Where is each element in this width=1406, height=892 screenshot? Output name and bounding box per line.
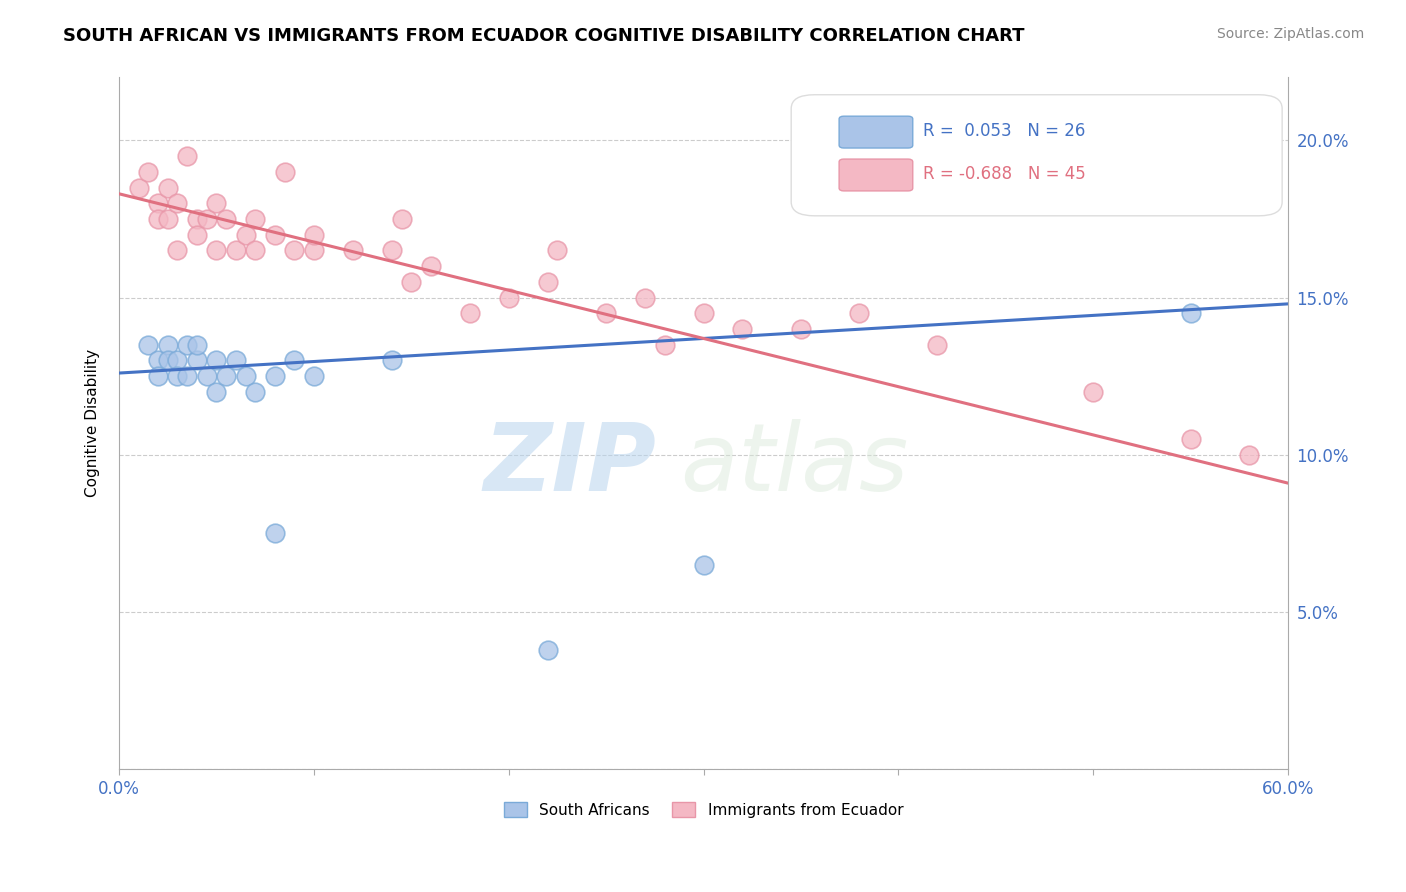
Point <box>225 353 247 368</box>
Point <box>391 211 413 226</box>
Point <box>654 337 676 351</box>
Point <box>225 244 247 258</box>
Point <box>458 306 481 320</box>
Point <box>166 369 188 384</box>
Point <box>264 369 287 384</box>
Point <box>176 369 198 384</box>
Point <box>245 384 267 399</box>
Point <box>419 259 441 273</box>
Point <box>156 353 179 368</box>
Point <box>205 384 228 399</box>
Point <box>205 244 228 258</box>
Point <box>195 369 218 384</box>
Text: Source: ZipAtlas.com: Source: ZipAtlas.com <box>1216 27 1364 41</box>
Point <box>146 353 169 368</box>
Point <box>302 227 325 242</box>
Text: R =  0.053   N = 26: R = 0.053 N = 26 <box>924 122 1085 140</box>
Point <box>235 369 257 384</box>
Point <box>156 337 179 351</box>
Point <box>245 244 267 258</box>
Point <box>1180 306 1202 320</box>
Point <box>136 337 159 351</box>
Point <box>381 244 404 258</box>
Point <box>537 275 560 289</box>
Point <box>235 227 257 242</box>
Point <box>146 211 169 226</box>
Point <box>537 642 560 657</box>
Point <box>381 353 404 368</box>
Point <box>186 353 208 368</box>
Point <box>342 244 364 258</box>
Legend: South Africans, Immigrants from Ecuador: South Africans, Immigrants from Ecuador <box>498 796 910 824</box>
Point <box>176 337 198 351</box>
Point <box>215 369 238 384</box>
FancyBboxPatch shape <box>839 116 912 148</box>
Point <box>273 165 295 179</box>
Point <box>205 353 228 368</box>
Point <box>264 526 287 541</box>
Point <box>302 369 325 384</box>
Point <box>166 196 188 211</box>
Point <box>128 180 150 194</box>
Point <box>1180 432 1202 446</box>
Point <box>264 227 287 242</box>
Point <box>283 353 305 368</box>
Point <box>848 306 870 320</box>
Point <box>186 337 208 351</box>
Point <box>205 196 228 211</box>
Point <box>927 337 949 351</box>
Point <box>176 149 198 163</box>
Point <box>401 275 423 289</box>
Text: R = -0.688   N = 45: R = -0.688 N = 45 <box>924 165 1085 183</box>
Point <box>692 306 714 320</box>
Point <box>156 211 179 226</box>
Point <box>790 322 813 336</box>
Y-axis label: Cognitive Disability: Cognitive Disability <box>86 350 100 498</box>
Point <box>634 291 657 305</box>
Point <box>146 369 169 384</box>
Point <box>1237 448 1260 462</box>
Point <box>186 211 208 226</box>
Point <box>186 227 208 242</box>
Point <box>731 322 754 336</box>
Point <box>146 196 169 211</box>
Point <box>195 211 218 226</box>
Point <box>302 244 325 258</box>
Point <box>936 165 959 179</box>
Point <box>245 211 267 226</box>
Point <box>595 306 617 320</box>
Point <box>498 291 520 305</box>
Text: ZIP: ZIP <box>484 419 657 511</box>
Text: atlas: atlas <box>681 419 908 510</box>
Point <box>215 211 238 226</box>
Point <box>136 165 159 179</box>
Point <box>692 558 714 572</box>
Point <box>546 244 568 258</box>
Point <box>166 353 188 368</box>
Text: SOUTH AFRICAN VS IMMIGRANTS FROM ECUADOR COGNITIVE DISABILITY CORRELATION CHART: SOUTH AFRICAN VS IMMIGRANTS FROM ECUADOR… <box>63 27 1025 45</box>
Point <box>156 180 179 194</box>
Point <box>283 244 305 258</box>
Point <box>1081 384 1104 399</box>
FancyBboxPatch shape <box>839 159 912 191</box>
FancyBboxPatch shape <box>792 95 1282 216</box>
Point <box>166 244 188 258</box>
